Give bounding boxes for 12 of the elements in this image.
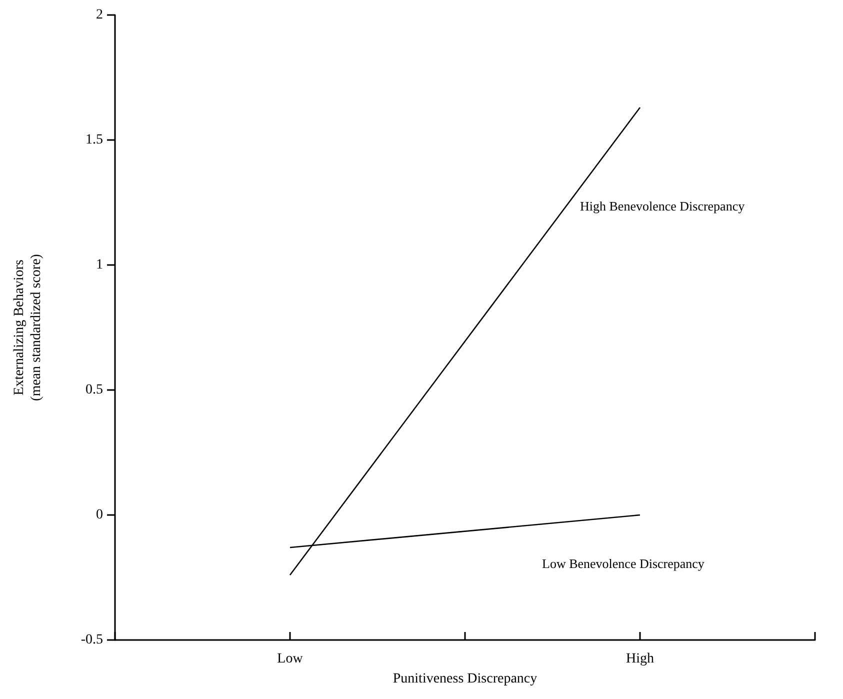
y-tick-label: 1.5 (86, 132, 103, 148)
y-tick-label: 0 (96, 508, 103, 522)
y-tick-label: 2 (96, 8, 103, 22)
x-tick-label: High (626, 652, 654, 666)
y-tick-label: 1 (96, 258, 103, 272)
x-axis-title: Punitiveness Discrepancy (392, 672, 538, 686)
x-tick-label: Low (277, 652, 304, 666)
text: Low Benevolence Discrepancy (542, 556, 705, 571)
y-tick-label: 0.5 (86, 382, 103, 398)
y-axis-title: Externalizing Behaviors (mean standardized score) (12, 254, 44, 401)
series-label: High Benevolence Discrepancy (580, 198, 746, 214)
y-tick-label: -0.5 (80, 632, 103, 648)
